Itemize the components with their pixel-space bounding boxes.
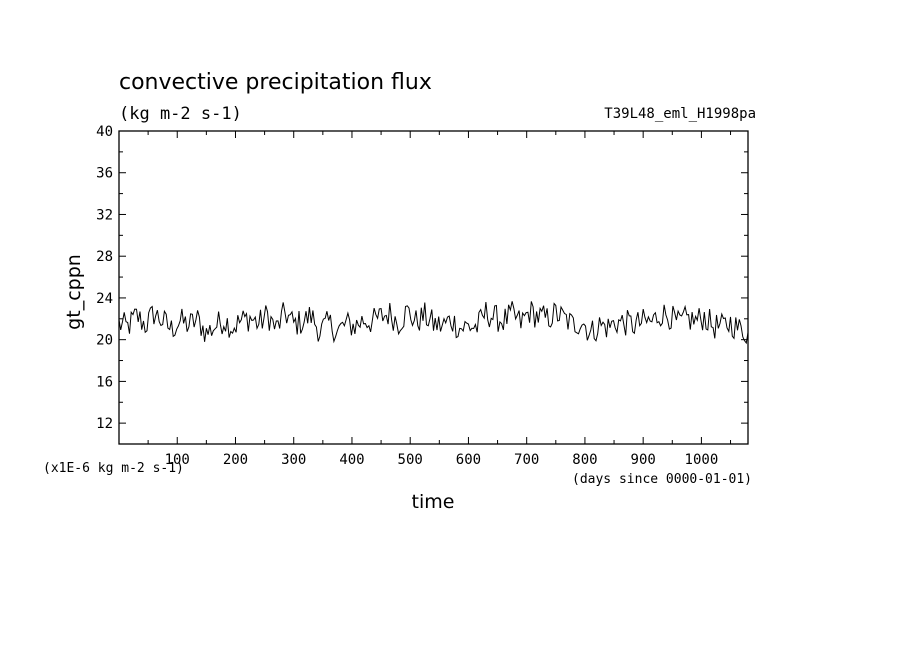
x-axis-tick-labels: 100 200 300 400 500 600 700 800 900 1000 — [165, 452, 719, 468]
x-tick-label: 900 — [631, 452, 656, 468]
y-scale-note: (x1E-6 kg m-2 s-1) — [43, 461, 184, 476]
x-tick-label: 200 — [223, 452, 248, 468]
y-tick-label: 24 — [96, 291, 113, 307]
chart-subtitle: (kg m-2 s-1) — [119, 104, 242, 124]
y-tick-label: 32 — [96, 207, 113, 223]
y-tick-label: 12 — [96, 416, 113, 432]
x-axis-ticks — [147, 131, 732, 444]
x-axis-label: time — [412, 491, 455, 513]
x-tick-label: 800 — [572, 452, 597, 468]
run-label: T39L48_eml_H1998pa — [604, 106, 756, 122]
x-tick-label: 500 — [398, 452, 423, 468]
x-tick-label: 600 — [456, 452, 481, 468]
y-axis-ticks — [119, 130, 748, 445]
y-axis-label: gt_cppn — [63, 254, 85, 330]
x-tick-label: 300 — [281, 452, 306, 468]
y-axis-tick-labels: 12 16 20 24 28 32 36 40 — [96, 124, 113, 432]
y-tick-label: 28 — [96, 249, 113, 265]
x-units-note: (days since 0000-01-01) — [572, 472, 752, 487]
x-tick-label: 100 — [165, 452, 190, 468]
x-tick-label: 400 — [339, 452, 364, 468]
x-tick-label: 700 — [514, 452, 539, 468]
y-tick-label: 20 — [96, 333, 113, 349]
x-tick-label: 1000 — [685, 452, 719, 468]
y-tick-label: 36 — [96, 166, 113, 182]
y-tick-label: 40 — [96, 124, 113, 140]
chart-title: convective precipitation flux — [119, 70, 432, 95]
y-tick-label: 16 — [96, 374, 113, 390]
plot-frame — [118, 130, 749, 445]
series-line — [118, 301, 749, 345]
